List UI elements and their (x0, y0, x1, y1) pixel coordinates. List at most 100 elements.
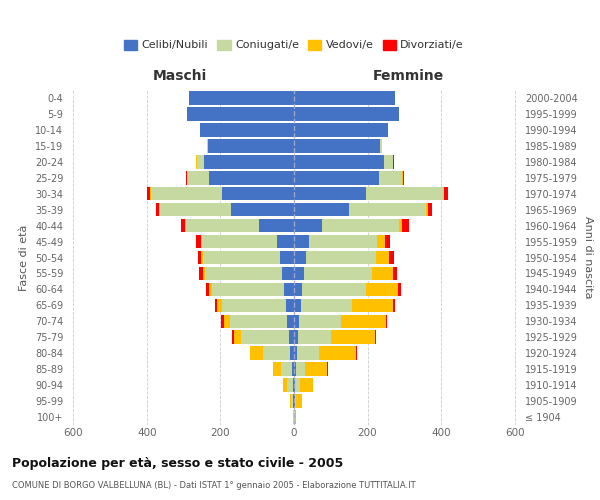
Bar (366, 187, 443, 200)
Bar (292, 394, 293, 408)
Bar (222, 187, 294, 200)
Bar (294, 139, 380, 152)
Bar (199, 266, 203, 280)
Bar (286, 298, 294, 312)
Bar (230, 314, 287, 328)
Bar (284, 282, 294, 296)
Bar (151, 187, 222, 200)
Bar (294, 107, 399, 120)
Bar (208, 139, 294, 152)
Bar (259, 219, 294, 232)
Bar (147, 187, 150, 200)
Bar (294, 394, 295, 408)
Bar (380, 139, 382, 152)
Bar (376, 250, 389, 264)
Bar (296, 394, 302, 408)
Bar (294, 155, 384, 168)
Bar (197, 250, 202, 264)
Bar (292, 362, 294, 376)
Bar (403, 171, 404, 184)
Bar (189, 91, 294, 105)
Bar (293, 394, 294, 408)
Bar (217, 298, 221, 312)
Bar (197, 155, 204, 168)
Bar (444, 187, 448, 200)
Bar (282, 266, 294, 280)
Bar (385, 235, 390, 248)
Y-axis label: Anni di nascita: Anni di nascita (583, 216, 593, 298)
Bar (233, 330, 241, 344)
Bar (322, 219, 399, 232)
Bar (331, 330, 375, 344)
Bar (181, 219, 185, 232)
Bar (386, 314, 388, 328)
Bar (300, 378, 313, 392)
Bar (403, 219, 409, 232)
Legend: Celibi/Nubili, Coniugati/e, Vedovi/e, Divorziati/e: Celibi/Nubili, Coniugati/e, Vedovi/e, Di… (119, 36, 469, 55)
Bar (274, 362, 281, 376)
Bar (209, 171, 294, 184)
Bar (232, 203, 294, 216)
Bar (157, 203, 160, 216)
Bar (302, 282, 367, 296)
Bar (377, 235, 385, 248)
Bar (306, 250, 376, 264)
Bar (295, 378, 300, 392)
Bar (301, 298, 352, 312)
Bar (283, 378, 287, 392)
Bar (398, 282, 401, 296)
Bar (290, 346, 294, 360)
Bar (287, 314, 294, 328)
Bar (341, 314, 386, 328)
Bar (203, 250, 280, 264)
Bar (294, 266, 304, 280)
Bar (389, 250, 394, 264)
Bar (294, 346, 297, 360)
Bar (392, 266, 397, 280)
Text: Popolazione per età, sesso e stato civile - 2005: Popolazione per età, sesso e stato civil… (12, 458, 343, 470)
Text: Femmine: Femmine (373, 70, 443, 84)
Bar (187, 107, 294, 120)
Bar (206, 282, 209, 296)
Bar (294, 235, 310, 248)
Bar (305, 362, 328, 376)
Text: COMUNE DI BORGO VALBELLUNA (BL) - Dati ISTAT 1° gennaio 2005 - Elaborazione TUTT: COMUNE DI BORGO VALBELLUNA (BL) - Dati I… (12, 481, 416, 490)
Bar (290, 394, 292, 408)
Bar (319, 346, 356, 360)
Bar (187, 171, 209, 184)
Bar (294, 219, 322, 232)
Bar (443, 187, 444, 200)
Bar (299, 314, 341, 328)
Bar (294, 378, 295, 392)
Bar (352, 298, 392, 312)
Bar (200, 123, 294, 136)
Bar (393, 155, 394, 168)
Bar (294, 282, 302, 296)
Bar (212, 282, 284, 296)
Bar (294, 187, 366, 200)
Bar (297, 346, 319, 360)
Bar (289, 330, 294, 344)
Bar (349, 203, 427, 216)
Bar (294, 91, 395, 105)
Bar (200, 235, 202, 248)
Bar (295, 394, 296, 408)
Bar (224, 314, 230, 328)
Bar (207, 139, 208, 152)
Bar (295, 410, 296, 424)
Bar (379, 171, 403, 184)
Bar (232, 330, 233, 344)
Bar (203, 266, 205, 280)
Bar (160, 203, 232, 216)
Bar (294, 203, 349, 216)
Bar (310, 235, 377, 248)
Bar (263, 346, 290, 360)
Bar (196, 235, 200, 248)
Bar (241, 330, 289, 344)
Bar (294, 362, 296, 376)
Bar (304, 266, 373, 280)
Text: Maschi: Maschi (153, 70, 207, 84)
Bar (294, 330, 298, 344)
Bar (221, 298, 286, 312)
Bar (205, 266, 282, 280)
